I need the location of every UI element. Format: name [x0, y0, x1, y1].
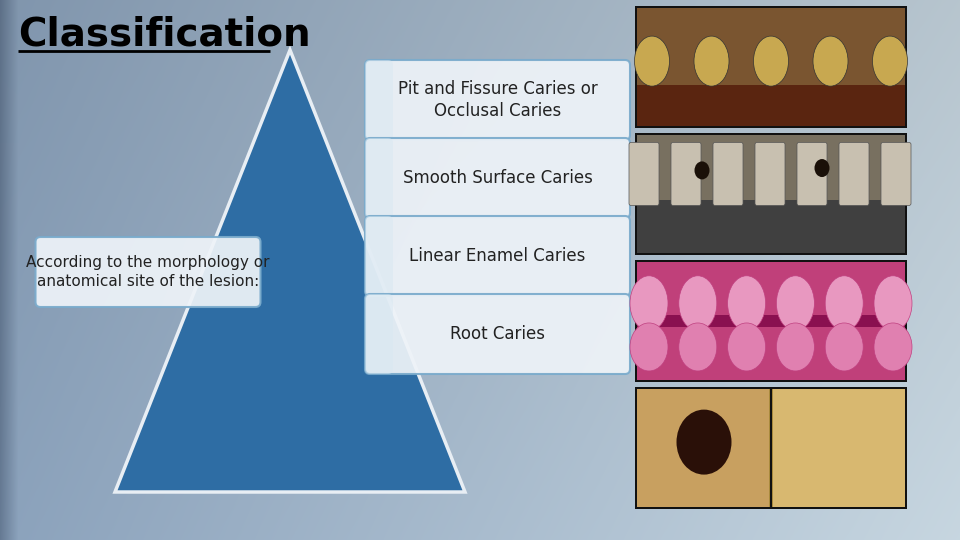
FancyBboxPatch shape	[637, 135, 905, 253]
Ellipse shape	[679, 323, 717, 371]
Ellipse shape	[813, 36, 848, 86]
Ellipse shape	[873, 36, 907, 86]
Ellipse shape	[777, 323, 814, 371]
Ellipse shape	[826, 323, 863, 371]
FancyBboxPatch shape	[365, 216, 630, 296]
FancyBboxPatch shape	[637, 262, 905, 380]
Text: According to the morphology or
anatomical site of the lesion:: According to the morphology or anatomica…	[26, 255, 270, 289]
FancyBboxPatch shape	[365, 138, 630, 218]
Text: Root Caries: Root Caries	[450, 325, 545, 343]
FancyBboxPatch shape	[635, 387, 907, 509]
FancyBboxPatch shape	[637, 389, 769, 507]
FancyBboxPatch shape	[635, 133, 907, 255]
Ellipse shape	[728, 323, 766, 371]
Polygon shape	[115, 50, 465, 492]
Ellipse shape	[694, 36, 729, 86]
FancyBboxPatch shape	[36, 237, 260, 307]
FancyBboxPatch shape	[365, 294, 393, 374]
Ellipse shape	[826, 276, 863, 331]
FancyBboxPatch shape	[365, 294, 630, 374]
FancyBboxPatch shape	[637, 389, 905, 507]
Ellipse shape	[630, 323, 668, 371]
FancyBboxPatch shape	[797, 143, 827, 205]
FancyBboxPatch shape	[635, 6, 907, 128]
FancyBboxPatch shape	[773, 389, 905, 507]
FancyBboxPatch shape	[365, 60, 393, 140]
FancyBboxPatch shape	[365, 216, 393, 296]
Text: Smooth Surface Caries: Smooth Surface Caries	[402, 169, 592, 187]
Ellipse shape	[814, 159, 829, 177]
Ellipse shape	[874, 276, 912, 331]
FancyBboxPatch shape	[671, 143, 701, 205]
Ellipse shape	[754, 36, 788, 86]
FancyBboxPatch shape	[637, 8, 905, 126]
FancyBboxPatch shape	[637, 85, 905, 126]
Ellipse shape	[630, 276, 668, 331]
FancyBboxPatch shape	[635, 260, 907, 382]
Text: Pit and Fissure Caries or
Occlusal Caries: Pit and Fissure Caries or Occlusal Carie…	[397, 80, 597, 120]
Ellipse shape	[874, 323, 912, 371]
FancyBboxPatch shape	[839, 143, 869, 205]
Ellipse shape	[777, 276, 814, 331]
FancyBboxPatch shape	[637, 200, 905, 253]
FancyBboxPatch shape	[365, 138, 393, 218]
FancyBboxPatch shape	[637, 315, 905, 327]
Text: Classification: Classification	[18, 15, 311, 53]
FancyBboxPatch shape	[629, 143, 659, 205]
Ellipse shape	[677, 410, 732, 475]
FancyBboxPatch shape	[365, 60, 630, 140]
FancyBboxPatch shape	[713, 143, 743, 205]
FancyBboxPatch shape	[881, 143, 911, 205]
FancyBboxPatch shape	[755, 143, 785, 205]
Ellipse shape	[679, 276, 717, 331]
Ellipse shape	[635, 36, 669, 86]
Ellipse shape	[694, 161, 709, 179]
Text: Linear Enamel Caries: Linear Enamel Caries	[409, 247, 586, 265]
Ellipse shape	[728, 276, 766, 331]
